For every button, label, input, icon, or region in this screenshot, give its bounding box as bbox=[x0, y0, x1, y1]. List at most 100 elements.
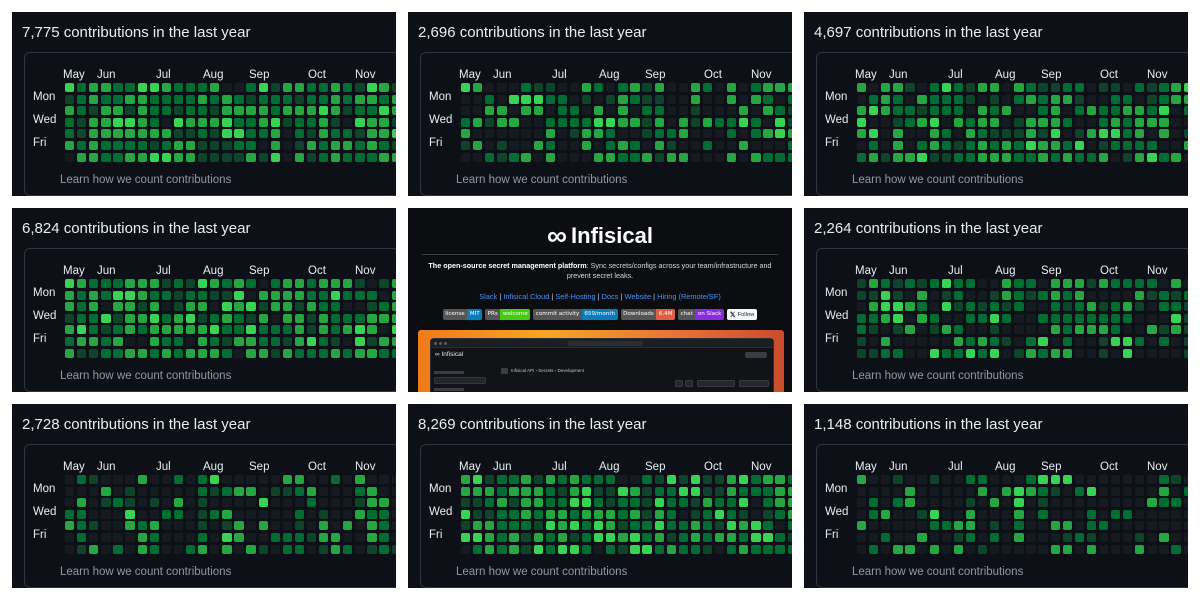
contribution-day-cell[interactable] bbox=[1135, 475, 1145, 484]
contribution-day-cell[interactable] bbox=[331, 117, 341, 127]
contribution-day-cell[interactable] bbox=[355, 140, 365, 150]
contribution-day-cell[interactable] bbox=[1050, 498, 1060, 508]
contribution-day-cell[interactable] bbox=[1183, 475, 1188, 484]
contribution-day-cell[interactable] bbox=[1062, 140, 1072, 150]
contribution-day-cell[interactable] bbox=[306, 509, 317, 519]
contribution-day-cell[interactable] bbox=[294, 129, 305, 139]
contribution-day-cell[interactable] bbox=[509, 152, 519, 162]
contribution-day-cell[interactable] bbox=[666, 94, 676, 104]
contribution-day-cell[interactable] bbox=[787, 544, 792, 554]
contribution-day-cell[interactable] bbox=[270, 290, 280, 300]
contribution-day-cell[interactable] bbox=[318, 313, 329, 323]
contribution-day-cell[interactable] bbox=[965, 152, 976, 162]
contribution-day-cell[interactable] bbox=[1074, 94, 1084, 104]
contribution-day-cell[interactable] bbox=[751, 129, 761, 139]
contribution-day-cell[interactable] bbox=[775, 475, 785, 484]
contribution-day-cell[interactable] bbox=[941, 498, 951, 508]
contribution-day-cell[interactable] bbox=[869, 106, 879, 116]
contribution-day-cell[interactable] bbox=[941, 313, 951, 323]
contribution-day-cell[interactable] bbox=[990, 290, 1000, 300]
contribution-day-cell[interactable] bbox=[331, 521, 341, 531]
contribution-day-cell[interactable] bbox=[149, 336, 159, 346]
contribution-day-cell[interactable] bbox=[270, 509, 280, 519]
contribution-day-cell[interactable] bbox=[763, 117, 773, 127]
contribution-day-cell[interactable] bbox=[367, 475, 377, 484]
contribution-day-cell[interactable] bbox=[533, 544, 543, 554]
contribution-day-cell[interactable] bbox=[751, 475, 761, 484]
contribution-day-cell[interactable] bbox=[1074, 117, 1084, 127]
contribution-day-cell[interactable] bbox=[77, 290, 87, 300]
contribution-day-cell[interactable] bbox=[89, 106, 99, 116]
contribution-day-cell[interactable] bbox=[857, 475, 867, 484]
contribution-day-cell[interactable] bbox=[210, 106, 220, 116]
contribution-day-cell[interactable] bbox=[343, 544, 353, 554]
contribution-day-cell[interactable] bbox=[270, 336, 280, 346]
contribution-day-cell[interactable] bbox=[77, 509, 87, 519]
contribution-day-cell[interactable] bbox=[1123, 498, 1133, 508]
contribution-day-cell[interactable] bbox=[1183, 532, 1188, 542]
contribution-day-cell[interactable] bbox=[161, 313, 172, 323]
contribution-day-cell[interactable] bbox=[618, 140, 628, 150]
contribution-day-cell[interactable] bbox=[1026, 94, 1036, 104]
contribution-day-cell[interactable] bbox=[282, 532, 292, 542]
contribution-day-cell[interactable] bbox=[473, 532, 483, 542]
contribution-day-cell[interactable] bbox=[1002, 140, 1012, 150]
contribution-day-cell[interactable] bbox=[727, 117, 737, 127]
contribution-day-cell[interactable] bbox=[965, 521, 976, 531]
contribution-day-cell[interactable] bbox=[642, 106, 652, 116]
contribution-day-cell[interactable] bbox=[618, 129, 628, 139]
contribution-day-cell[interactable] bbox=[137, 290, 147, 300]
contribution-day-cell[interactable] bbox=[282, 152, 292, 162]
contribution-day-cell[interactable] bbox=[606, 140, 616, 150]
contribution-day-cell[interactable] bbox=[77, 279, 87, 288]
contribution-day-cell[interactable] bbox=[137, 486, 147, 496]
contribution-day-cell[interactable] bbox=[77, 336, 87, 346]
contribution-day-cell[interactable] bbox=[473, 544, 483, 554]
contribution-day-cell[interactable] bbox=[258, 509, 268, 519]
contribution-day-cell[interactable] bbox=[1171, 152, 1181, 162]
contribution-day-cell[interactable] bbox=[1038, 486, 1048, 496]
contribution-day-cell[interactable] bbox=[65, 140, 75, 150]
contribution-day-cell[interactable] bbox=[965, 117, 976, 127]
contribution-day-cell[interactable] bbox=[1171, 106, 1181, 116]
contribution-day-cell[interactable] bbox=[198, 83, 208, 92]
download-button[interactable] bbox=[685, 380, 693, 387]
contribution-day-cell[interactable] bbox=[1026, 140, 1036, 150]
contribution-day-cell[interactable] bbox=[905, 348, 915, 358]
contribution-day-cell[interactable] bbox=[343, 498, 353, 508]
contribution-day-cell[interactable] bbox=[294, 325, 305, 335]
contribution-day-cell[interactable] bbox=[702, 475, 713, 484]
contribution-day-cell[interactable] bbox=[306, 486, 317, 496]
contribution-day-cell[interactable] bbox=[461, 83, 471, 92]
contribution-day-cell[interactable] bbox=[1026, 302, 1036, 312]
contribution-day-cell[interactable] bbox=[161, 486, 172, 496]
contribution-day-cell[interactable] bbox=[642, 94, 652, 104]
contribution-day-cell[interactable] bbox=[606, 475, 616, 484]
contribution-day-cell[interactable] bbox=[1038, 83, 1048, 92]
contribution-day-cell[interactable] bbox=[893, 475, 903, 484]
contribution-day-cell[interactable] bbox=[893, 348, 903, 358]
contribution-day-cell[interactable] bbox=[101, 532, 111, 542]
contribution-day-cell[interactable] bbox=[1123, 336, 1133, 346]
contribution-day-cell[interactable] bbox=[941, 475, 951, 484]
contribution-day-cell[interactable] bbox=[246, 94, 256, 104]
contribution-day-cell[interactable] bbox=[282, 83, 292, 92]
contribution-day-cell[interactable] bbox=[521, 152, 531, 162]
contribution-day-cell[interactable] bbox=[65, 94, 75, 104]
contribution-day-cell[interactable] bbox=[533, 498, 543, 508]
contribution-day-cell[interactable] bbox=[343, 475, 353, 484]
contribution-day-cell[interactable] bbox=[65, 475, 75, 484]
contribution-day-cell[interactable] bbox=[545, 152, 555, 162]
contribution-day-cell[interactable] bbox=[1086, 348, 1097, 358]
contribution-day-cell[interactable] bbox=[210, 313, 220, 323]
contribution-day-cell[interactable] bbox=[714, 521, 725, 531]
contribution-day-cell[interactable] bbox=[391, 325, 396, 335]
contribution-day-cell[interactable] bbox=[1159, 509, 1169, 519]
contribution-day-cell[interactable] bbox=[557, 106, 568, 116]
contribution-day-cell[interactable] bbox=[869, 152, 879, 162]
contribution-day-cell[interactable] bbox=[787, 129, 792, 139]
contribution-day-cell[interactable] bbox=[367, 544, 377, 554]
contribution-day-cell[interactable] bbox=[581, 94, 592, 104]
contribution-day-cell[interactable] bbox=[1050, 279, 1060, 288]
contribution-day-cell[interactable] bbox=[485, 509, 495, 519]
